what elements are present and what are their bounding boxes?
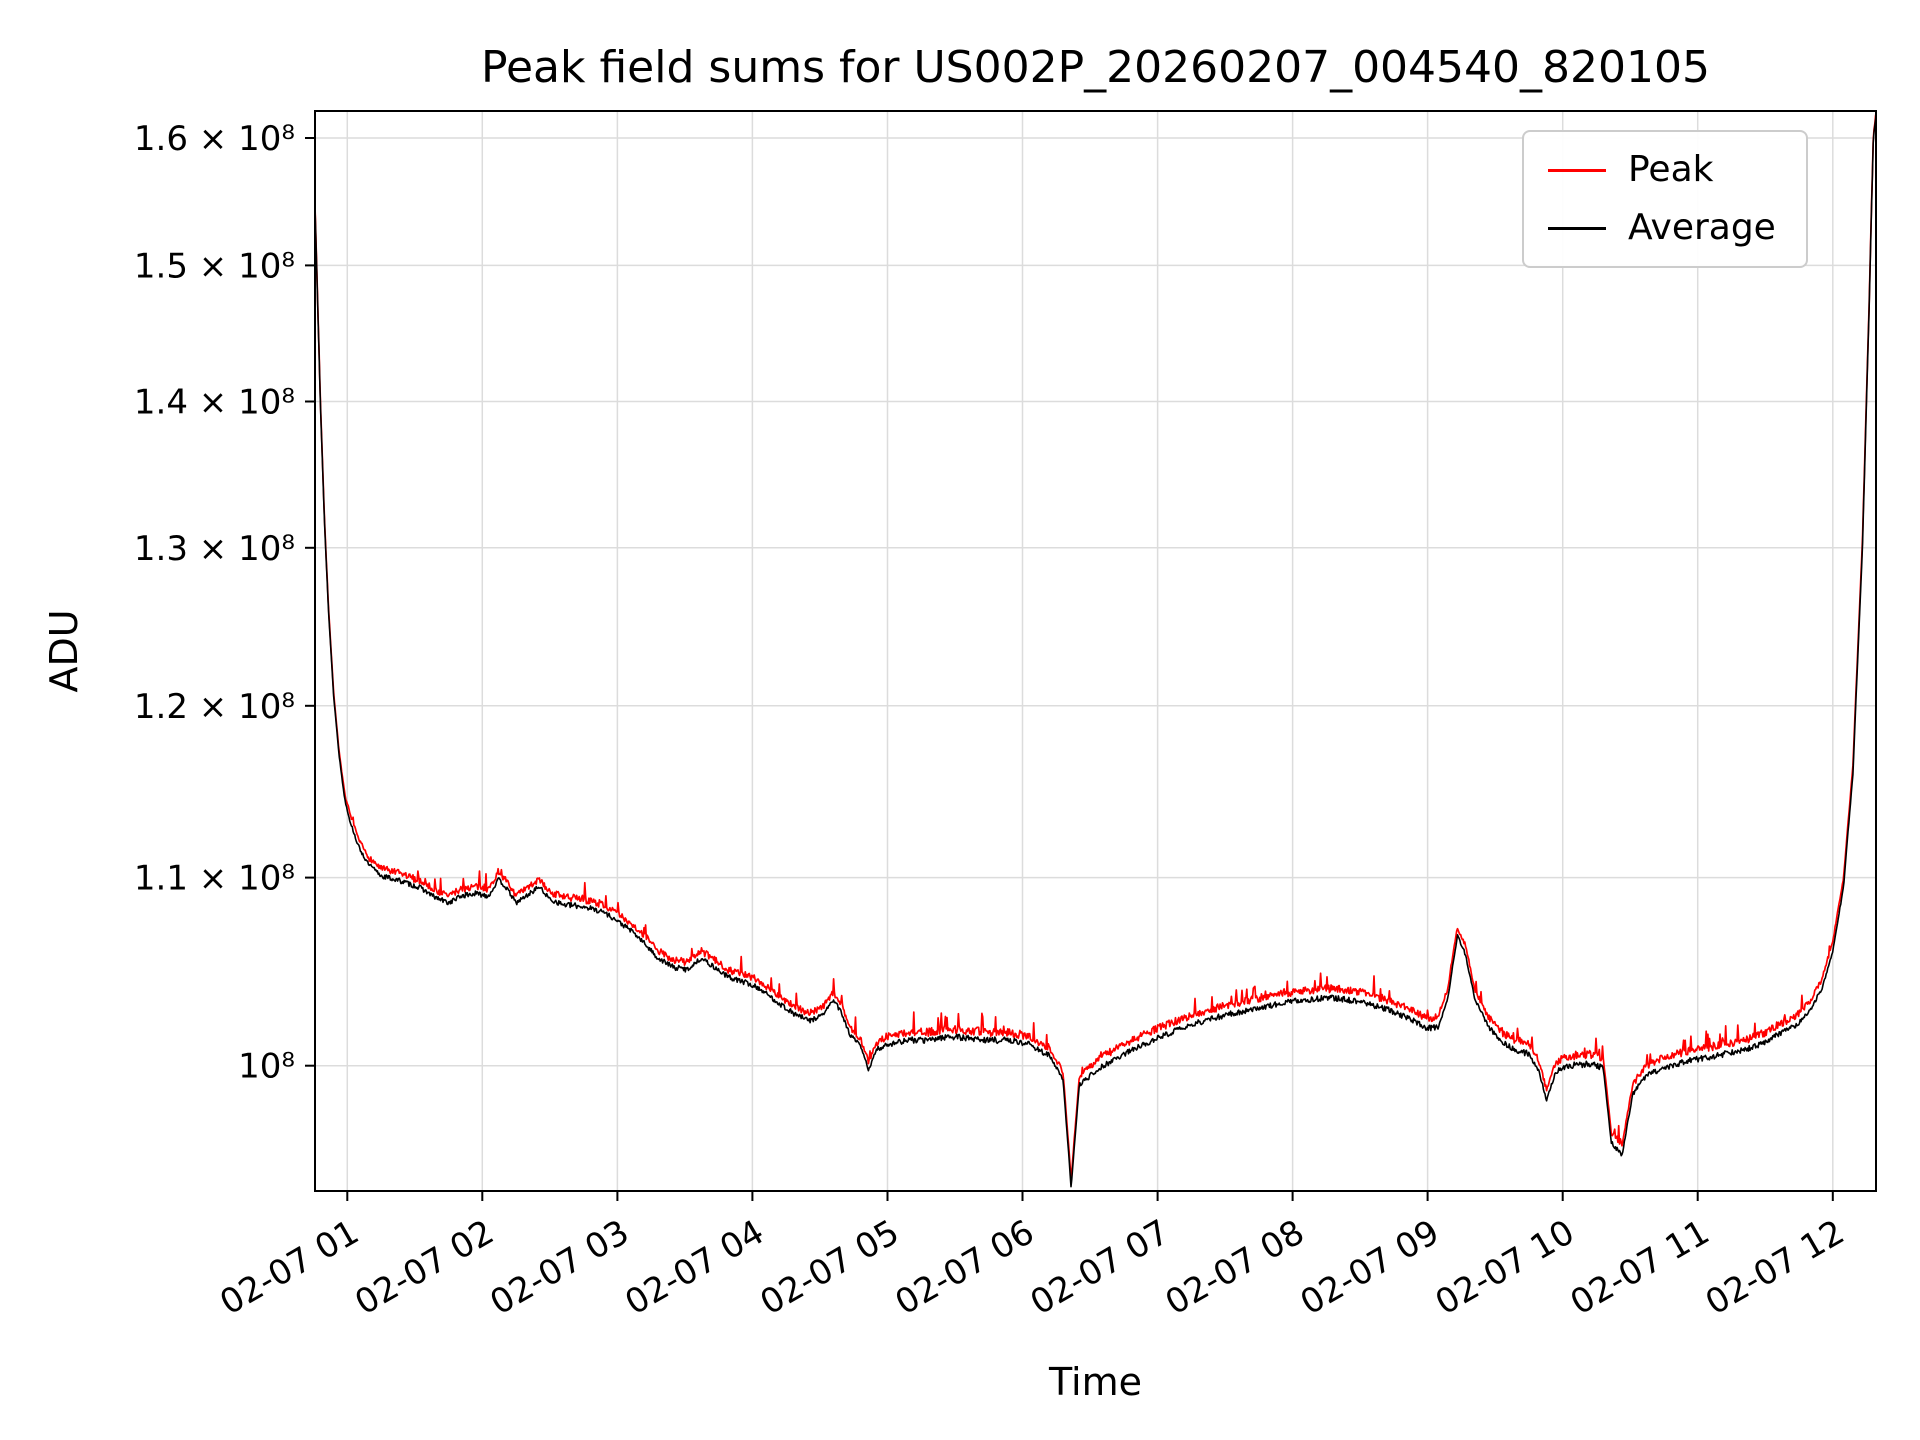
peak-line-swatch-icon	[1548, 168, 1606, 172]
svg-text:1.6 × 10⁸: 1.6 × 10⁸	[134, 119, 295, 159]
legend-entry-peak: Peak	[1548, 152, 1776, 188]
chart-title: Peak field sums for US002P_20260207_0045…	[481, 42, 1710, 93]
svg-text:1.3 × 10⁸: 1.3 × 10⁸	[134, 529, 295, 569]
average-line-swatch-icon	[1548, 226, 1606, 230]
svg-text:1.4 × 10⁸: 1.4 × 10⁸	[134, 383, 295, 423]
y-axis-label: ADU	[42, 609, 86, 693]
svg-text:1.2 × 10⁸: 1.2 × 10⁸	[134, 687, 295, 727]
grid	[315, 111, 1876, 1191]
legend-entry-average: Average	[1548, 210, 1776, 246]
series-peak	[315, 113, 1876, 1179]
legend-label-average: Average	[1628, 207, 1776, 248]
y-tick-labels: 1.6 × 10⁸ 1.5 × 10⁸ 1.4 × 10⁸ 1.3 × 10⁸ 1.2 …	[134, 119, 315, 1087]
svg-text:1.1 × 10⁸: 1.1 × 10⁸	[134, 859, 295, 899]
legend-label-peak: Peak	[1628, 149, 1714, 190]
series-average	[315, 116, 1876, 1188]
svg-text:10⁸: 10⁸	[238, 1047, 295, 1087]
x-axis-label: Time	[1049, 1360, 1142, 1404]
svg-text:1.5 × 10⁸: 1.5 × 10⁸	[134, 246, 295, 286]
legend: Peak Average	[1522, 130, 1808, 268]
plot-border	[314, 110, 1877, 1192]
